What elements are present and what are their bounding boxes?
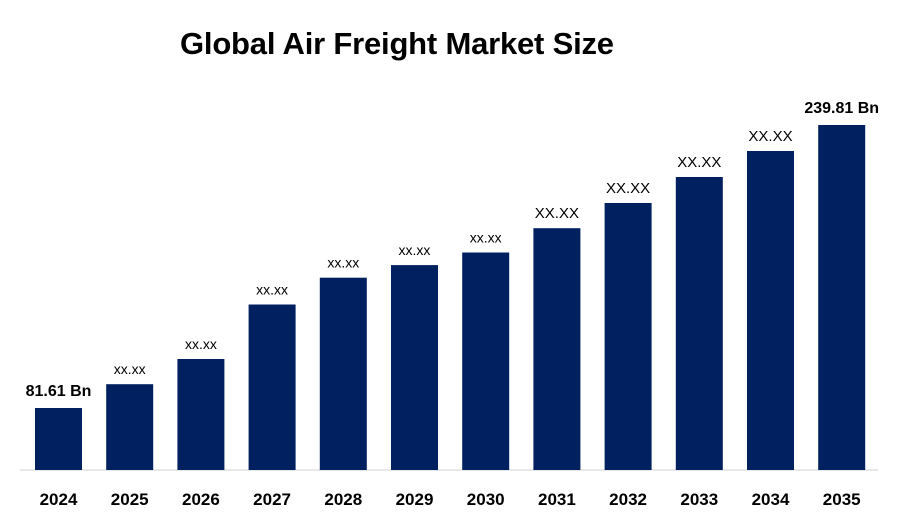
x-tick-label-2033: 2033 (680, 490, 718, 509)
x-tick-label-2028: 2028 (324, 490, 362, 509)
value-label-2028: xx.xx (327, 255, 359, 271)
value-label-2031: XX.XX (535, 205, 579, 222)
bar-2031 (533, 228, 581, 470)
bar-2032 (604, 203, 652, 470)
value-label-2026: xx.xx (185, 336, 217, 352)
x-tick-label-2026: 2026 (182, 490, 220, 509)
value-label-2032: XX.XX (606, 180, 650, 197)
value-label-2027: xx.xx (256, 282, 288, 298)
value-label-2024: 81.61 Bn (26, 383, 92, 400)
bar-2030 (462, 252, 510, 470)
x-tick-label-2024: 2024 (40, 490, 78, 509)
chart-title: Global Air Freight Market Size (180, 26, 614, 61)
value-label-2025: xx.xx (114, 361, 146, 377)
x-tick-label-2029: 2029 (396, 490, 434, 509)
x-tick-label-2031: 2031 (538, 490, 576, 509)
value-label-2034: XX.XX (748, 128, 792, 145)
bar-2025 (106, 384, 154, 470)
value-label-2030: xx.xx (470, 230, 502, 246)
x-tick-label-2025: 2025 (111, 490, 149, 509)
x-tick-label-2035: 2035 (823, 490, 861, 509)
value-label-2035: 239.81 Bn (804, 100, 879, 117)
bar-2029 (391, 265, 438, 470)
bar-2033 (675, 177, 723, 470)
x-tick-label-2030: 2030 (467, 490, 505, 509)
bar-2027 (248, 304, 296, 470)
x-tick-label-2027: 2027 (253, 490, 291, 509)
bar-2024 (35, 408, 82, 470)
value-label-2033: XX.XX (677, 154, 721, 171)
bar-2034 (747, 151, 794, 470)
value-label-2029: xx.xx (399, 242, 431, 258)
x-tick-label-2034: 2034 (752, 490, 790, 509)
x-tick-label-2032: 2032 (609, 490, 647, 509)
bar-2028 (319, 277, 367, 470)
bar-2035 (818, 125, 866, 470)
bar-2026 (177, 359, 225, 470)
